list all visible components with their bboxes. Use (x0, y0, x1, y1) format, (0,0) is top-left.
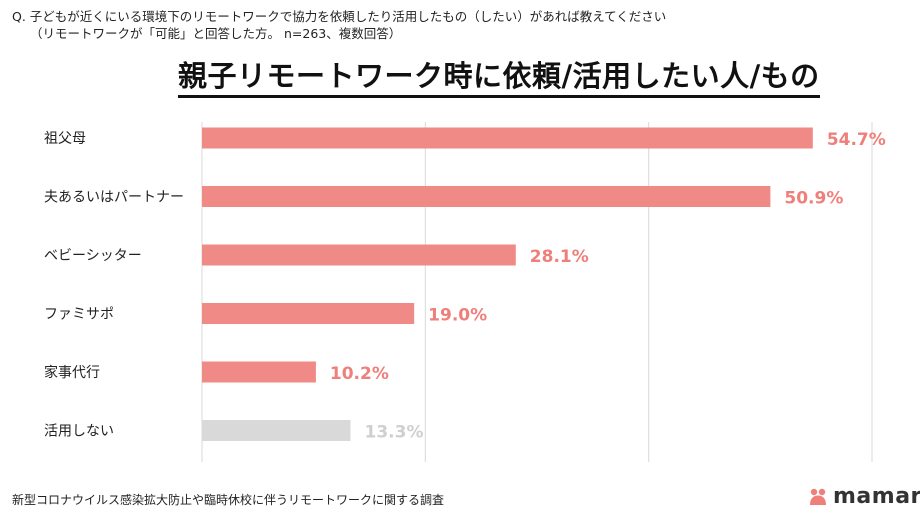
question-line-1: Q. 子どもが近くにいる環境下のリモートワークで協力を依頼したり活用したもの（し… (12, 9, 667, 24)
value-label: 13.3% (365, 423, 424, 443)
chart-title: 親子リモートワーク時に依頼/活用したい人/もの (178, 58, 820, 98)
question-line-2: （リモートワークが「可能」と回答した方。 n=263、複数回答） (30, 26, 402, 41)
category-label: ベビーシッター (44, 248, 142, 264)
mamari-logo-icon (810, 488, 826, 505)
bar (202, 420, 351, 441)
value-label: 28.1% (530, 247, 589, 267)
category-label: 祖父母 (44, 131, 86, 147)
bar (202, 303, 415, 324)
category-label: 夫あるいはパートナー (44, 190, 184, 206)
value-label: 10.2% (330, 364, 389, 384)
category-label: 活用しない (44, 424, 114, 440)
category-label: ファミサポ (44, 307, 114, 323)
value-label: 50.9% (784, 189, 843, 209)
question-text: Q. 子どもが近くにいる環境下のリモートワークで協力を依頼したり活用したもの（し… (12, 8, 892, 42)
brand-name: mamari (833, 484, 920, 509)
survey-footnote: 新型コロナウイルス感染拡大防止や臨時休校に伴うリモートワークに関する調査 (12, 493, 445, 507)
bar (202, 186, 771, 207)
category-label: 家事代行 (44, 364, 100, 381)
bar (202, 244, 516, 266)
bar (202, 361, 316, 383)
bar (202, 127, 813, 149)
value-label: 19.0% (428, 306, 487, 326)
value-label: 54.7% (827, 130, 886, 150)
brand-logo: mamari (808, 483, 920, 511)
